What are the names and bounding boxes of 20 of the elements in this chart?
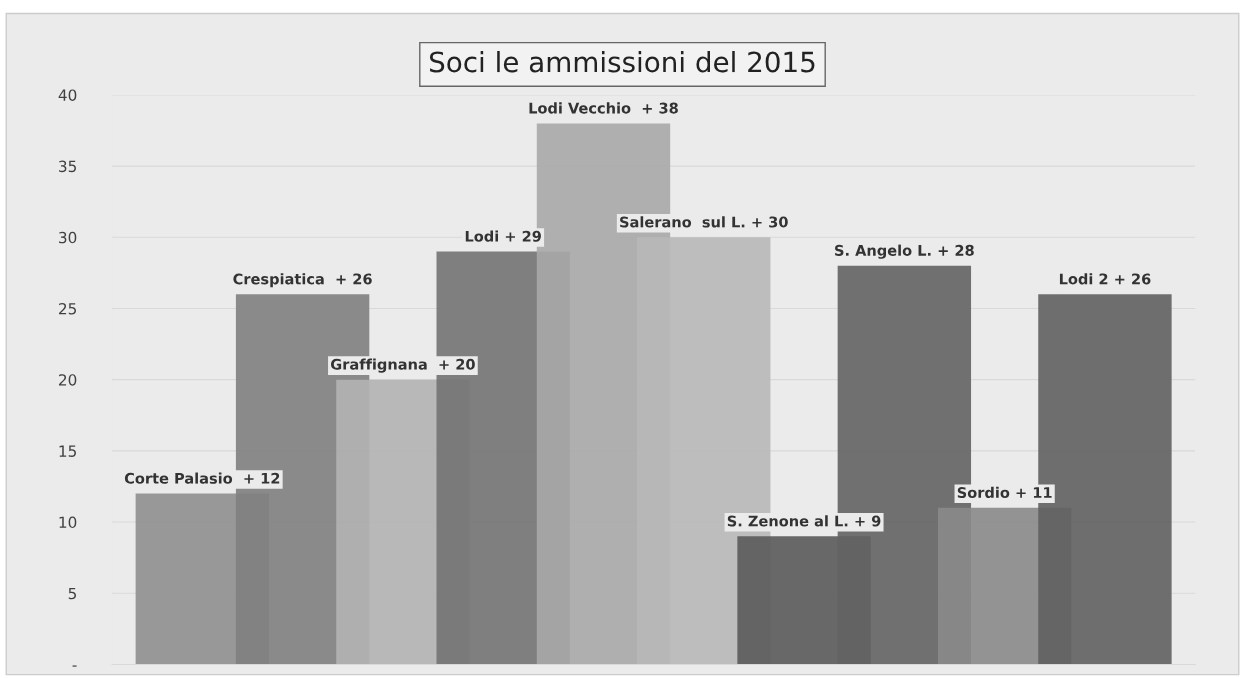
data-label: Sordio + 11: [957, 486, 1052, 499]
data-label: Corte Palasio + 12: [124, 472, 280, 484]
y-tick-label: 25: [59, 302, 76, 315]
data-label: S. Zenone al L. + 9: [727, 515, 881, 527]
y-tick-label: 30: [59, 231, 77, 244]
data-label: Lodi Vecchio + 38: [529, 102, 678, 114]
data-label: S. Angelo L. + 28: [835, 244, 974, 259]
data-label: Graffignana + 20: [330, 358, 475, 373]
data-label: Lodi + 29: [465, 230, 541, 242]
y-tick-label: 40: [58, 89, 77, 101]
data-label: Lodi 2 + 26: [1059, 273, 1151, 285]
y-tick-label: 5: [68, 587, 76, 600]
y-tick-label: 35: [59, 160, 76, 173]
y-tick-label: 10: [59, 516, 77, 529]
y-tick-label: 15: [59, 445, 76, 457]
chart-title: Soci le ammissioni del 2015: [429, 50, 815, 73]
y-tick-label: 20: [59, 374, 77, 386]
y-tick-label: -: [72, 665, 77, 667]
data-label: Crespiatica + 26: [233, 273, 372, 288]
data-label: Salerano sul L. + 30: [620, 216, 788, 228]
